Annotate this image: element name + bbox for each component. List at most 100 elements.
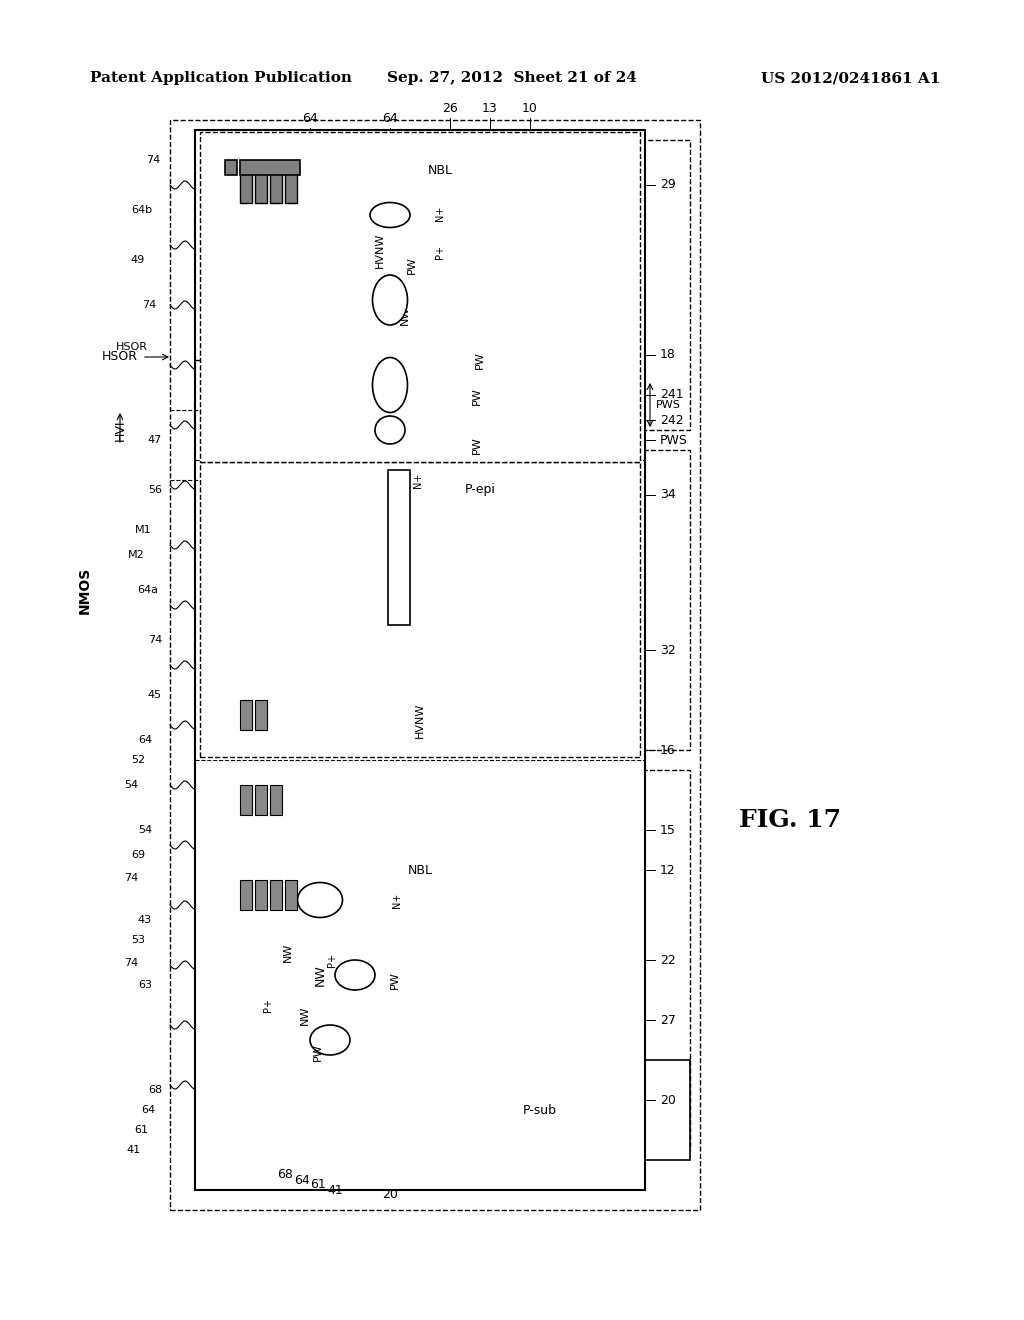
Text: N+: N+ (435, 206, 445, 220)
Bar (388, 470, 410, 624)
Bar (238, 985, 298, 1026)
Text: 49: 49 (131, 255, 145, 265)
Text: 74: 74 (141, 300, 156, 310)
Bar (270, 880, 282, 909)
Text: 64b: 64b (131, 205, 152, 215)
Bar (370, 280, 440, 350)
Text: US 2012/0241861 A1: US 2012/0241861 A1 (761, 71, 940, 84)
Text: 13: 13 (482, 102, 498, 115)
Text: HVNW: HVNW (375, 232, 385, 268)
Text: 56: 56 (148, 484, 162, 495)
Text: 68: 68 (278, 1168, 293, 1181)
Bar (200, 770, 690, 1150)
Text: P-sub: P-sub (523, 1104, 557, 1117)
Bar (200, 140, 690, 430)
Ellipse shape (370, 202, 410, 227)
Text: 61: 61 (134, 1125, 148, 1135)
Text: 47: 47 (147, 436, 162, 445)
Text: P-epi: P-epi (465, 483, 496, 496)
Text: 26: 26 (442, 102, 458, 115)
Bar (200, 132, 640, 462)
Text: 12: 12 (660, 863, 676, 876)
Text: 20: 20 (382, 1188, 398, 1201)
Bar (415, 235, 465, 271)
Text: 52: 52 (131, 755, 145, 766)
Text: NBL: NBL (427, 164, 453, 177)
Bar (240, 880, 252, 909)
Text: PW: PW (472, 436, 482, 454)
Text: FIG. 17: FIG. 17 (739, 808, 841, 832)
Text: N+: N+ (392, 892, 402, 908)
Text: 54: 54 (138, 825, 152, 836)
Bar (340, 150, 540, 190)
Text: 74: 74 (124, 958, 138, 968)
Text: 34: 34 (660, 488, 676, 502)
Text: NW: NW (313, 964, 327, 986)
Text: 64: 64 (141, 1105, 155, 1115)
Bar (450, 375, 505, 418)
Bar (450, 319, 510, 400)
Text: P+: P+ (327, 953, 337, 968)
Text: 242: 242 (660, 413, 684, 426)
Text: 45: 45 (147, 690, 162, 700)
Text: 69: 69 (131, 850, 145, 861)
Text: 64a: 64a (137, 585, 158, 595)
Text: 64: 64 (302, 111, 317, 124)
Text: HSOR: HSOR (116, 342, 148, 352)
Bar (355, 940, 435, 1020)
Text: P+: P+ (435, 246, 445, 259)
Text: 10: 10 (522, 102, 538, 115)
Bar (238, 1030, 398, 1074)
Ellipse shape (373, 275, 408, 325)
Text: M1: M1 (135, 525, 152, 535)
Text: NW: NW (400, 305, 410, 325)
Text: Patent Application Publication: Patent Application Publication (90, 71, 352, 84)
Bar (255, 880, 267, 909)
Bar (238, 925, 338, 979)
Text: Sep. 27, 2012  Sheet 21 of 24: Sep. 27, 2012 Sheet 21 of 24 (387, 71, 637, 84)
Bar (220, 979, 390, 1049)
Bar (260, 931, 380, 1020)
Bar (305, 940, 360, 979)
Bar (270, 168, 282, 203)
Bar (240, 160, 300, 176)
Bar (270, 785, 282, 814)
Text: 29: 29 (660, 178, 676, 191)
Bar (255, 785, 267, 814)
Text: NBL: NBL (408, 863, 432, 876)
Text: 241: 241 (660, 388, 684, 401)
Bar (285, 880, 297, 909)
Text: HVI: HVI (114, 420, 127, 441)
Bar (450, 420, 505, 470)
Text: P+: P+ (263, 998, 273, 1012)
Ellipse shape (375, 416, 406, 444)
Text: PWS: PWS (655, 400, 680, 411)
Bar (370, 880, 425, 920)
Bar (393, 465, 443, 495)
Text: 16: 16 (660, 743, 676, 756)
Bar (310, 620, 490, 820)
Text: 18: 18 (660, 348, 676, 362)
Text: 41: 41 (327, 1184, 343, 1196)
Ellipse shape (298, 883, 342, 917)
Text: 54: 54 (124, 780, 138, 789)
Text: NMOS: NMOS (78, 566, 92, 614)
Text: PW: PW (390, 972, 400, 989)
Text: 64: 64 (294, 1173, 310, 1187)
Text: HVNW: HVNW (415, 702, 425, 738)
Text: NW: NW (283, 942, 293, 962)
Text: M2: M2 (128, 550, 145, 560)
Bar (390, 470, 410, 620)
Text: 68: 68 (147, 1085, 162, 1096)
Text: 74: 74 (147, 635, 162, 645)
Ellipse shape (335, 960, 375, 990)
Bar (240, 785, 252, 814)
Bar (340, 850, 500, 890)
Bar (285, 168, 297, 203)
Bar (195, 129, 645, 1191)
Ellipse shape (373, 358, 408, 412)
Text: NW: NW (300, 1006, 310, 1024)
Bar (240, 700, 252, 730)
Bar (415, 195, 465, 230)
Text: PW: PW (407, 256, 417, 273)
